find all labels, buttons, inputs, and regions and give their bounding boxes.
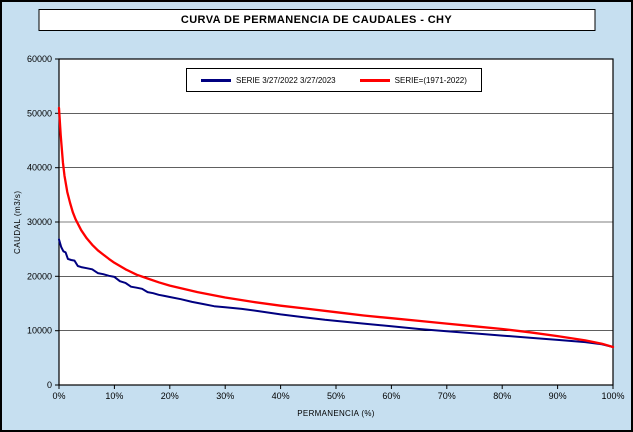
x-tick-label: 90%	[549, 391, 567, 401]
x-tick-label: 100%	[601, 391, 624, 401]
x-tick-label: 20%	[161, 391, 179, 401]
chart-title: CURVA DE PERMANENCIA DE CAUDALES - CHY	[180, 14, 453, 26]
y-tick-label: 10000	[27, 326, 52, 336]
legend-item-serie-1971-2022: SERIE=(1971-2022)	[359, 75, 467, 85]
y-tick-label: 30000	[27, 217, 52, 227]
y-tick-label: 60000	[27, 54, 52, 64]
legend-line-swatch-navy	[201, 78, 231, 82]
x-tick-label: 10%	[105, 391, 123, 401]
legend-label-serie-1971-2022: SERIE=(1971-2022)	[394, 75, 467, 85]
x-tick-label: 80%	[493, 391, 511, 401]
y-tick-label: 50000	[27, 108, 52, 118]
x-axis-title: PERMANENCIA (%)	[297, 409, 375, 418]
x-tick-label: 70%	[438, 391, 456, 401]
y-axis-title: CAUDAL (m3/s)	[13, 190, 22, 254]
y-tick-label: 40000	[27, 163, 52, 173]
legend-label-serie-2022-2023: SERIE 3/27/2022 3/27/2023	[236, 75, 336, 85]
series-line-2	[57, 106, 615, 349]
x-tick-label: 0%	[52, 391, 65, 401]
chart-title-box: CURVA DE PERMANENCIA DE CAUDALES - CHY	[38, 9, 595, 31]
x-tick-label: 30%	[216, 391, 234, 401]
y-tick-label: 20000	[27, 271, 52, 281]
y-tick-label: 0	[47, 380, 52, 390]
x-tick-label: 50%	[327, 391, 345, 401]
series-line-1	[58, 238, 614, 348]
x-tick-label: 60%	[382, 391, 400, 401]
x-tick-label: 40%	[272, 391, 290, 401]
legend-item-serie-2022-2023: SERIE 3/27/2022 3/27/2023	[201, 76, 336, 85]
legend: SERIE 3/27/2022 3/27/2023 SERIE=(1971-20…	[186, 68, 482, 92]
legend-line-swatch-red	[359, 78, 390, 82]
